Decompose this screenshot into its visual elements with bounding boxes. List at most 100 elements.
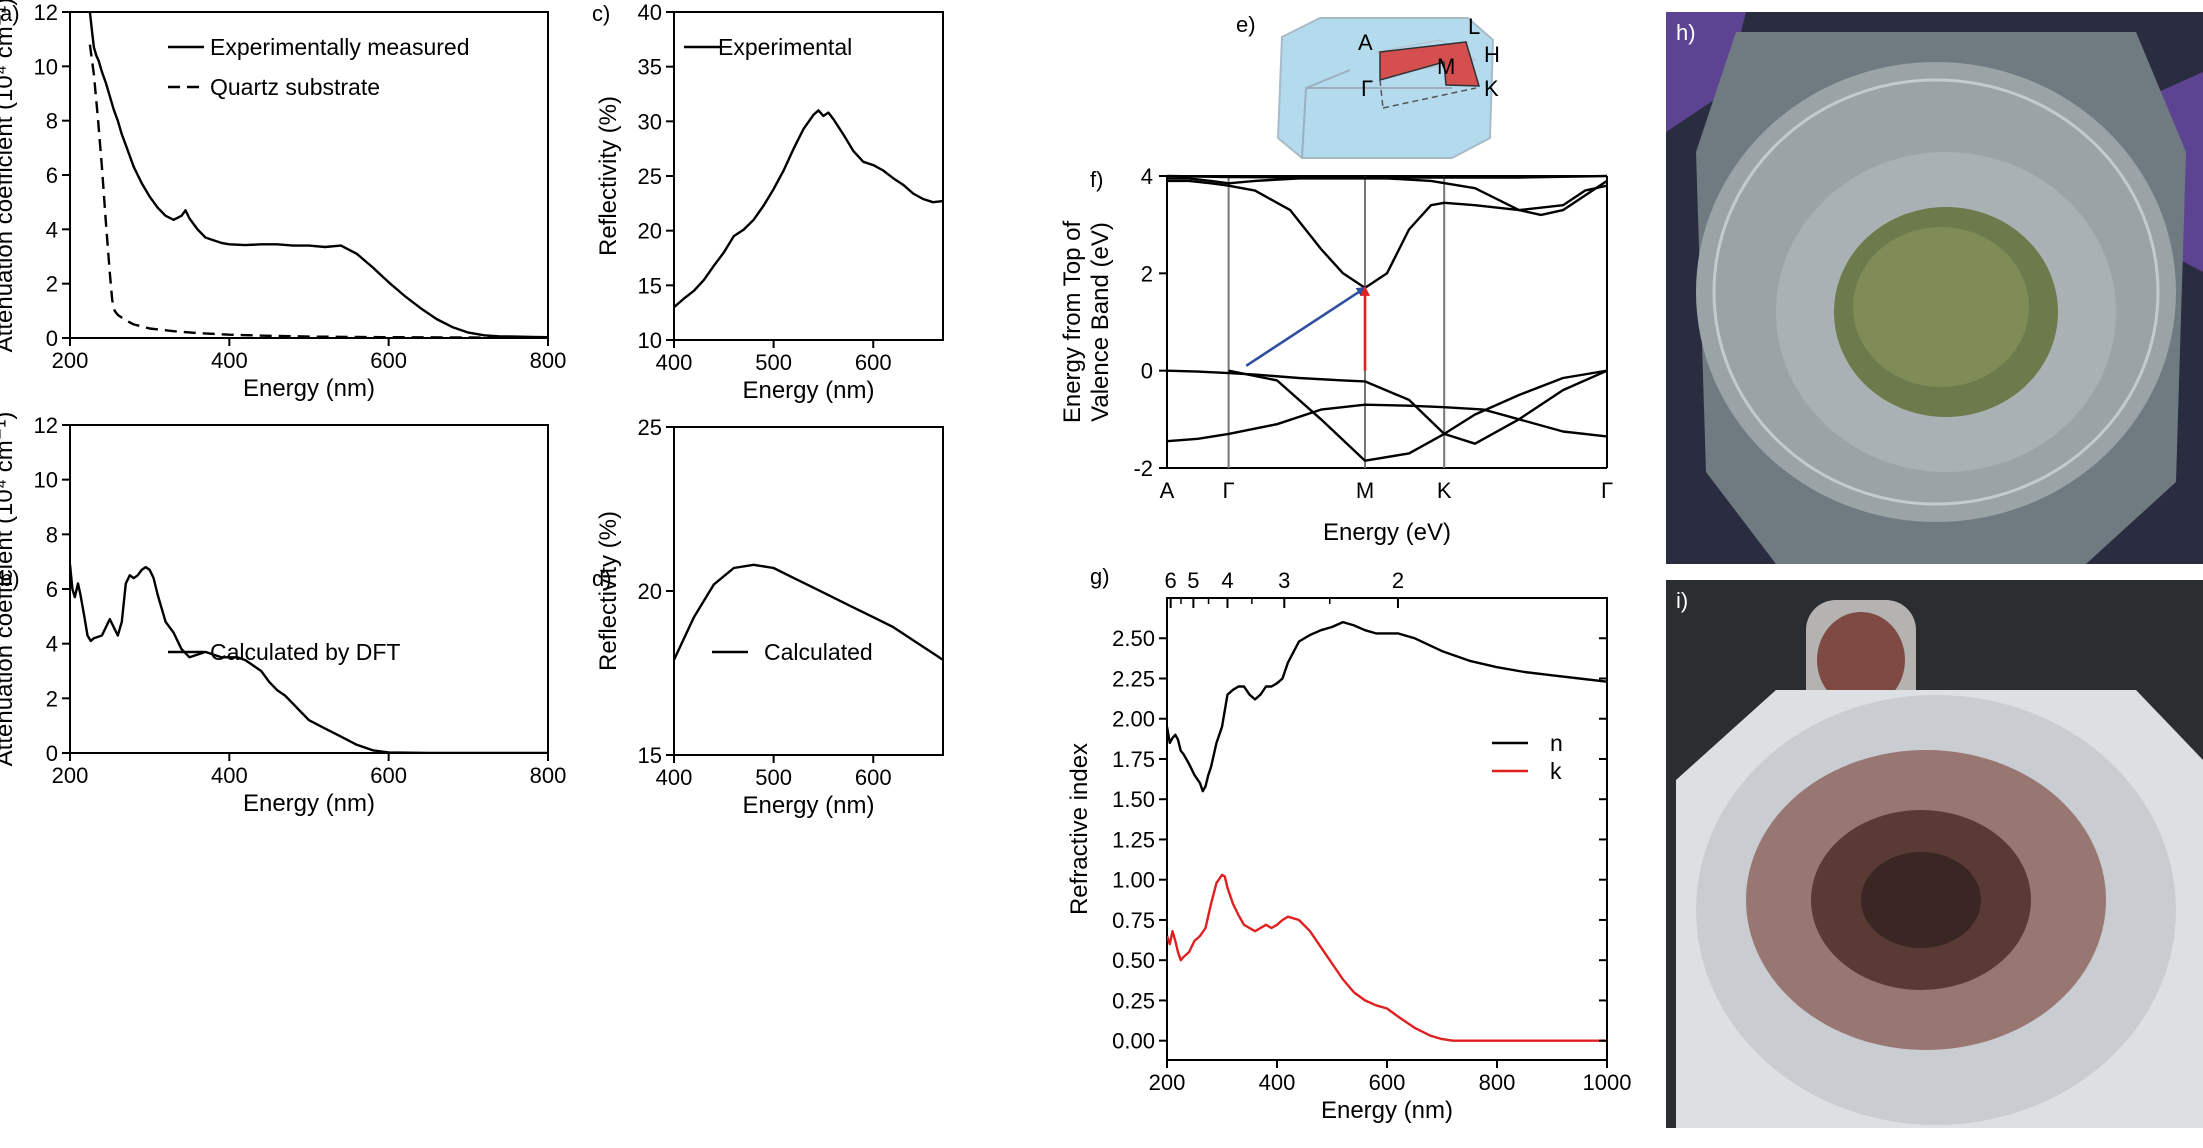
- legend-label-d-0: Calculated: [764, 639, 873, 665]
- series-line-a-1: [88, 44, 548, 338]
- ylabel-a: Attenuation coefficient (10⁴ cm⁻¹): [0, 0, 18, 352]
- xtick-label-g: 1000: [1583, 1070, 1632, 1095]
- ytick-label-d: 25: [638, 415, 662, 440]
- ylabel-c: Reflectivity (%): [595, 96, 622, 256]
- bz-point-L: L: [1468, 14, 1480, 39]
- xtick-label-d: 400: [656, 765, 693, 790]
- legend-label-g-0: n: [1550, 730, 1563, 756]
- band-line-0: [1167, 179, 1607, 290]
- panel-label-h: h): [1676, 20, 1696, 45]
- chart-b: 0 2 4 6 8 10 12 200 400 600 800 Energy (nm) Attenuat…: [0, 412, 566, 817]
- xtick-label-c: 600: [855, 350, 892, 375]
- ytick-label-a: 4: [46, 217, 58, 242]
- ytick-label-g: 0.25: [1112, 988, 1155, 1013]
- ytick-label-a: 10: [34, 54, 58, 79]
- transition-arrow-0: [1245, 286, 1367, 367]
- ytick-label-b: 0: [46, 741, 58, 766]
- plot-frame-d: [673, 426, 944, 756]
- ylabel-f: Energy from Top ofValence Band (eV): [1059, 221, 1114, 424]
- xlabel-f: Energy (eV): [1323, 519, 1451, 546]
- ytick-label-b: 2: [46, 686, 58, 711]
- series-line-a-0: [88, 12, 548, 338]
- xtick-label-c: 400: [656, 350, 693, 375]
- ytick-label-b: 6: [46, 577, 58, 602]
- ytick-label-g: 1.00: [1112, 868, 1155, 893]
- xlabel-b: Energy (nm): [243, 790, 375, 817]
- xlabel-g: Energy (nm): [1321, 1097, 1453, 1124]
- series-line-d-0: [674, 563, 943, 661]
- plot-frame-b: [69, 424, 549, 754]
- xtick-label-b: 400: [211, 763, 248, 788]
- band-line-5: [1167, 403, 1607, 443]
- panel-label-b: b): [0, 566, 20, 591]
- ytick-label-g: 2.00: [1112, 707, 1155, 732]
- panel-label-a: a): [0, 1, 20, 26]
- ytick-label-f: 4: [1141, 164, 1153, 189]
- ytick-label-d: 20: [638, 579, 662, 604]
- ytick-label-f: 2: [1141, 261, 1153, 286]
- band-line-4: [1364, 369, 1607, 445]
- ytick-label-g: 2.50: [1112, 626, 1155, 651]
- series-line-g-1: [1167, 873, 1607, 1042]
- glove-left: [1666, 12, 1746, 132]
- ytick-label-g: 2.25: [1112, 666, 1155, 691]
- ytick-label-c: 40: [638, 0, 662, 25]
- ytick-label-a: 12: [34, 0, 58, 25]
- xtick-label-a: 400: [211, 348, 248, 373]
- top-tick-label-g: 4: [1221, 568, 1233, 593]
- top-tick-label-g: 6: [1165, 568, 1177, 593]
- ylabel-b: Attenuation coefficient (10⁴ cm⁻¹): [0, 412, 18, 767]
- ytick-label-g: 0.50: [1112, 948, 1155, 973]
- ytick-label-f: 0: [1141, 359, 1153, 384]
- ylabel-d: Reflectivity (%): [595, 511, 622, 671]
- ytick-label-g: 1.75: [1112, 747, 1155, 772]
- xtick-label-g: 600: [1369, 1070, 1406, 1095]
- panel-label-f: f): [1090, 167, 1103, 192]
- series-line-b-0: [70, 564, 548, 753]
- xtick-label-g: 400: [1259, 1070, 1296, 1095]
- bz-point-M: M: [1437, 54, 1455, 79]
- top-tick-label-g: 3: [1278, 568, 1290, 593]
- ytick-label-b: 4: [46, 632, 58, 657]
- ytick-label-a: 0: [46, 326, 58, 351]
- ytick-label-c: 25: [638, 164, 662, 189]
- ytick-label-a: 2: [46, 272, 58, 297]
- ytick-label-a: 8: [46, 109, 58, 134]
- kpath-label-0: A: [1160, 478, 1175, 503]
- xtick-label-a: 600: [370, 348, 407, 373]
- mortar-rim-highlight: [1712, 78, 2160, 506]
- ytick-label-a: 6: [46, 163, 58, 188]
- panel-label-d: d): [592, 566, 612, 591]
- chart-g: 0.00 0.25 0.50 0.75 1.00 1.25 1.50 1.75 2.00 2.25…: [1066, 564, 1631, 1124]
- kpath-label-1: Γ: [1223, 478, 1235, 503]
- xtick-label-d: 600: [855, 765, 892, 790]
- photo-h-ground-powder: h): [1666, 12, 2203, 564]
- wedge-dashed-base: [1382, 87, 1477, 109]
- ylabel-f-line1: Energy from Top of: [1059, 221, 1086, 424]
- plot-frame-g: [1166, 597, 1608, 1061]
- ytick-label-c: 10: [638, 328, 662, 353]
- ytick-label-c: 30: [638, 109, 662, 134]
- legend-label-c-0: Experimental: [718, 34, 852, 60]
- xtick-label-g: 800: [1479, 1070, 1516, 1095]
- panel-label-e: e): [1236, 12, 1256, 37]
- ytick-label-c: 35: [638, 55, 662, 80]
- ytick-label-g: 1.25: [1112, 827, 1155, 852]
- plot-frame-c: [673, 11, 944, 341]
- band-line-2: [1167, 174, 1607, 179]
- panel-label-g: g): [1090, 564, 1110, 589]
- ytick-label-b: 12: [34, 413, 58, 438]
- chart-f: A Γ M K Γ -2 0 2 4 Energy (eV) Energy from Top ofV…: [1059, 164, 1613, 546]
- xlabel-a: Energy (nm): [243, 375, 375, 402]
- photo-i-mortar-pestle: i): [1666, 580, 2203, 1128]
- legend-label-g-1: k: [1550, 758, 1562, 784]
- ytick-label-g: 1.50: [1112, 787, 1155, 812]
- ytick-label-d: 15: [638, 743, 662, 768]
- bz-point-A: A: [1358, 30, 1373, 55]
- top-tick-label-g: 5: [1187, 568, 1199, 593]
- xtick-label-a: 800: [530, 348, 567, 373]
- kpath-label-4: Γ: [1601, 478, 1613, 503]
